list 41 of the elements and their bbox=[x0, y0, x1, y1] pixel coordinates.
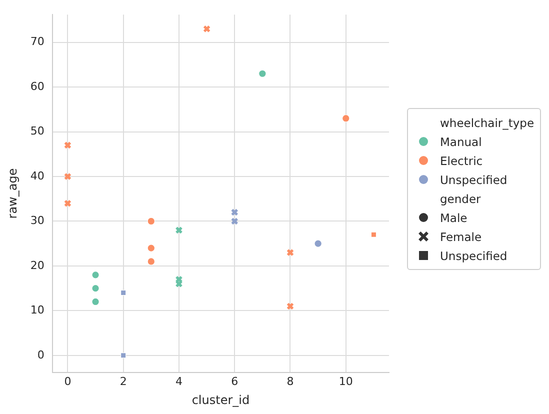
y-tick-label: 40 bbox=[30, 169, 44, 182]
y-tick-label: 20 bbox=[30, 258, 44, 272]
y-tick-label: 0 bbox=[37, 348, 44, 362]
x-tick-label: 4 bbox=[175, 374, 182, 388]
point bbox=[175, 226, 183, 234]
point bbox=[342, 114, 350, 122]
legend-label: Unspecified bbox=[440, 172, 508, 186]
point bbox=[147, 217, 156, 226]
y-tick-label: 50 bbox=[30, 124, 44, 138]
text: gender bbox=[439, 190, 482, 208]
legend-label: Manual bbox=[440, 134, 482, 148]
y-tick-label: 10 bbox=[30, 304, 44, 317]
point bbox=[203, 25, 211, 33]
legend-label: Female bbox=[440, 230, 482, 244]
point bbox=[92, 271, 100, 279]
point bbox=[147, 244, 156, 252]
x-tick-label: 10 bbox=[338, 374, 353, 388]
x-tick-label: 2 bbox=[120, 374, 127, 388]
y-tick-label: 70 bbox=[30, 35, 44, 48]
point bbox=[64, 200, 72, 208]
y-axis-title: raw_age bbox=[5, 168, 20, 219]
x-tick-label: 8 bbox=[286, 374, 294, 388]
point bbox=[314, 240, 322, 248]
legend-label: Electric bbox=[440, 154, 483, 168]
x-tick-label: 6 bbox=[231, 374, 238, 388]
y-tick-label: 60 bbox=[30, 80, 44, 93]
point bbox=[286, 248, 294, 256]
legend-label: Male bbox=[440, 210, 468, 224]
point bbox=[92, 298, 100, 306]
point bbox=[286, 302, 294, 310]
point bbox=[92, 284, 100, 292]
legend-title: wheelchair_type bbox=[439, 114, 534, 132]
x-axis-title: cluster_id bbox=[192, 392, 250, 407]
x-tick-label: 0 bbox=[64, 374, 72, 388]
point bbox=[64, 172, 72, 180]
point bbox=[64, 141, 72, 149]
legend-label: Unspecified bbox=[440, 248, 508, 262]
point bbox=[147, 258, 156, 266]
y-tick-label: 30 bbox=[30, 214, 44, 228]
point bbox=[120, 352, 126, 358]
point bbox=[258, 70, 266, 78]
